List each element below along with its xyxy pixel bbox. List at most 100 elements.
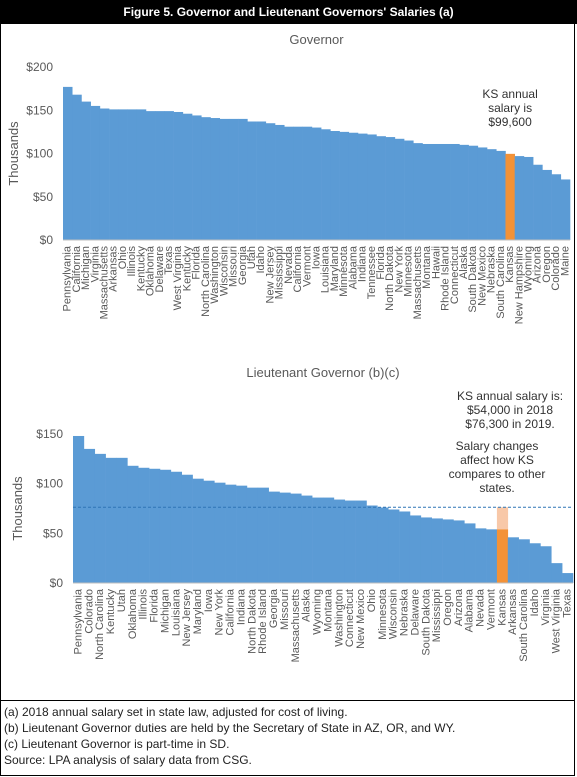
bar <box>355 500 367 583</box>
kansas-annotation: $54,000 in 2018 <box>467 403 553 417</box>
x-tick-label: Kentucky <box>181 246 193 292</box>
x-tick-label: Oregon <box>541 246 553 283</box>
x-tick-label: Oklahoma <box>145 245 157 296</box>
bar <box>83 448 96 583</box>
x-tick-label: Washington <box>209 246 221 304</box>
y-tick-label: $50 <box>43 526 63 540</box>
bar <box>228 118 239 240</box>
bar <box>293 126 303 240</box>
x-tick-label: Michigan <box>80 246 92 290</box>
bar <box>116 457 128 583</box>
bar <box>246 487 259 583</box>
bar <box>170 471 182 583</box>
x-tick-label: Utah <box>246 246 258 269</box>
x-tick-label: Kansas <box>504 246 516 283</box>
bar <box>210 118 221 240</box>
lieutenant-governor-chart: Lieutenant Governor (b)(c) Thousands $0 $50… <box>10 365 574 662</box>
bar <box>468 145 479 240</box>
bar <box>127 465 139 583</box>
x-tick-label: West Virginia <box>172 245 184 310</box>
bar <box>323 497 335 583</box>
x-tick-label: Montana <box>421 245 433 289</box>
bar <box>73 435 85 583</box>
bar <box>203 480 215 583</box>
x-tick-label: Wyoming <box>523 246 535 292</box>
bar <box>214 482 226 583</box>
x-tick-label: New York <box>393 246 405 293</box>
x-tick-label: California <box>225 588 237 635</box>
bar <box>367 134 377 240</box>
x-tick-label: Georgia <box>237 245 249 285</box>
x-tick-label: Indiana <box>357 245 369 282</box>
x-tick-label: Minnesota <box>338 245 350 297</box>
bar <box>475 528 487 583</box>
notes-divider <box>0 700 575 701</box>
x-tick-label: Idaho <box>529 589 541 617</box>
x-tick-label: Florida <box>375 245 387 280</box>
bar <box>265 123 276 240</box>
bar <box>496 150 506 240</box>
x-tick-label: Florida <box>191 245 203 280</box>
bar <box>256 121 267 240</box>
bar <box>420 517 432 583</box>
bar <box>192 115 202 240</box>
bar <box>431 518 443 583</box>
x-tick-label: Missouri <box>228 246 240 287</box>
bar <box>385 137 396 240</box>
governor-chart: Governor Thousands $0 $50 $100 $150 $200 Pennsy… <box>6 32 571 324</box>
x-tick-label: Connecticut <box>449 246 461 304</box>
salary-change-note: Salary changes <box>456 439 539 453</box>
x-tick-label: Wisconsin <box>218 246 230 296</box>
bar <box>312 497 324 583</box>
x-tick-label: New Mexico <box>476 246 488 306</box>
bar <box>339 131 350 240</box>
kansas-annotation: KS annual salary is: <box>457 389 563 403</box>
x-tick-label: Delaware <box>154 246 166 292</box>
x-tick-label: South Carolina <box>518 588 530 662</box>
x-tick-label: Alaska <box>458 245 470 279</box>
bar <box>422 143 433 240</box>
x-tick-label: Kansas <box>496 589 508 626</box>
bar <box>155 111 165 241</box>
y-tick-label: $150 <box>26 103 53 117</box>
bar <box>279 492 291 583</box>
bar <box>105 457 117 583</box>
bar <box>236 485 248 583</box>
bar <box>404 140 414 240</box>
salary-change-note: states. <box>479 481 514 495</box>
x-tick-label: Alabama <box>347 245 359 289</box>
bar <box>540 546 552 583</box>
x-tick-label: Arizona <box>453 588 465 626</box>
bar <box>301 495 313 583</box>
x-tick-label: North Carolina <box>94 588 106 660</box>
bar <box>450 143 460 240</box>
bar <box>388 509 400 583</box>
bar <box>464 523 476 583</box>
x-tick-label: North Dakota <box>246 588 258 654</box>
x-tick-label: Rhode Island <box>440 246 452 311</box>
bar <box>127 109 138 240</box>
figure-frame <box>0 24 575 776</box>
figure-title: Figure 5. Governor and Lieutenant Govern… <box>0 0 577 24</box>
x-tick-label: South Carolina <box>495 245 507 319</box>
x-tick-label: Iowa <box>203 588 215 612</box>
y-tick-label: $100 <box>26 147 53 161</box>
bar <box>81 101 91 240</box>
x-tick-label: California <box>71 245 83 292</box>
bar <box>409 515 422 583</box>
bar-2019-increase <box>496 507 509 530</box>
x-tick-label: Virginia <box>540 588 552 625</box>
x-tick-label: Wisconsin <box>388 589 400 639</box>
bar <box>560 179 571 240</box>
x-tick-label: Montana <box>322 588 334 632</box>
y-tick-label: $50 <box>33 190 53 204</box>
x-tick-label: Minnesota <box>377 588 389 640</box>
bar <box>399 511 411 583</box>
kansas-annotation: KS annual <box>482 87 537 101</box>
bar <box>321 129 331 240</box>
bar <box>238 118 248 240</box>
bar <box>459 144 469 240</box>
bar <box>344 500 356 583</box>
bar <box>247 121 257 240</box>
x-tick-label: Missouri <box>279 589 291 630</box>
